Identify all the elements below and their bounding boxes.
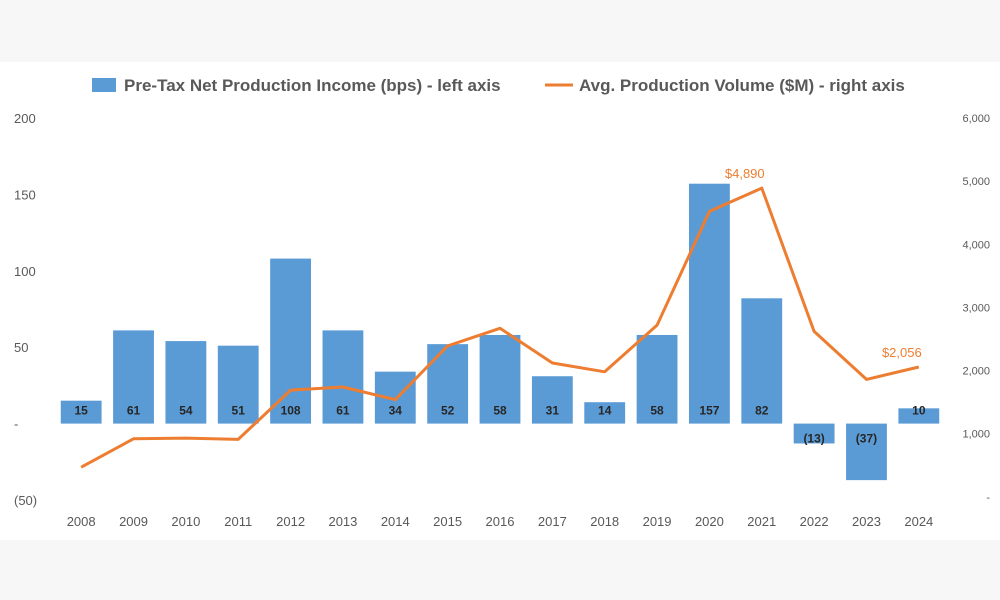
bar-2009 <box>113 330 154 424</box>
bar-value-label: 31 <box>546 404 560 418</box>
x-axis-tick-label: 2015 <box>433 514 462 529</box>
x-axis-tick-label: 2020 <box>695 514 724 529</box>
right-axis-tick-label: 2,000 <box>962 366 990 378</box>
left-axis-tick-label: 100 <box>14 264 36 279</box>
bar-value-label: 108 <box>281 404 301 418</box>
bar-2008 <box>60 400 102 424</box>
bar-2019 <box>636 334 678 424</box>
bar-value-label: 14 <box>598 404 612 418</box>
chart: Pre-Tax Net Production Income (bps) - le… <box>14 76 990 529</box>
x-axis-tick-label: 2017 <box>538 514 567 529</box>
bar-2021 <box>741 298 783 424</box>
left-axis-tick-label: - <box>14 417 18 432</box>
right-axis-tick-label: 4,000 <box>962 239 990 251</box>
bar-value-label: 58 <box>493 404 507 418</box>
bar-2015 <box>427 344 469 424</box>
bar-2010 <box>165 341 207 424</box>
right-axis-tick-label: - <box>986 492 990 504</box>
x-axis-tick-label: 2018 <box>590 514 619 529</box>
right-axis-tick-label: 1,000 <box>962 429 990 441</box>
bar-2024 <box>898 408 940 424</box>
bar-2017 <box>531 376 573 424</box>
x-axis-tick-label: 2019 <box>643 514 672 529</box>
bar-value-label: 10 <box>912 404 926 418</box>
bar-value-label: 51 <box>232 404 246 418</box>
bar-value-label: (13) <box>803 432 824 446</box>
bar-value-label: 15 <box>74 404 88 418</box>
left-axis-tick-label: (50) <box>14 493 37 508</box>
x-axis-tick-label: 2012 <box>276 514 305 529</box>
x-axis-tick-label: 2021 <box>747 514 776 529</box>
line-value-label: $2,056 <box>882 345 922 360</box>
bar-2020 <box>688 183 730 424</box>
bar-2011 <box>217 345 259 424</box>
line-value-label: $4,890 <box>725 166 765 181</box>
x-axis-tick-label: 2011 <box>224 514 252 529</box>
left-axis-tick-label: 150 <box>14 187 36 202</box>
bar-value-label: 52 <box>441 404 455 418</box>
bar-value-label: 61 <box>336 404 350 418</box>
left-axis-tick-label: 50 <box>14 340 28 355</box>
bar-value-label: (37) <box>856 432 877 446</box>
bar-value-label: 34 <box>389 404 403 418</box>
legend-label-bars: Pre-Tax Net Production Income (bps) - le… <box>124 76 501 95</box>
bar-value-label: 58 <box>650 404 664 418</box>
x-axis-tick-label: 2008 <box>67 514 96 529</box>
legend-swatch-bars <box>92 78 116 92</box>
left-axis-tick-label: 200 <box>14 111 36 126</box>
right-axis-tick-label: 6,000 <box>962 113 990 125</box>
bar-2013 <box>322 330 364 424</box>
bar-value-label: 61 <box>127 404 141 418</box>
right-axis-tick-label: 3,000 <box>962 302 990 314</box>
bar-2012 <box>270 258 312 424</box>
bar-value-label: 54 <box>179 404 193 418</box>
x-axis-tick-label: 2023 <box>852 514 881 529</box>
line-series-production-volume <box>80 186 920 469</box>
bar-2016 <box>479 334 521 424</box>
x-axis-tick-label: 2013 <box>328 514 357 529</box>
x-axis-tick-label: 2014 <box>381 514 410 529</box>
x-axis-tick-label: 2016 <box>486 514 515 529</box>
x-axis-tick-label: 2022 <box>800 514 829 529</box>
bar-2022 <box>793 423 835 444</box>
x-axis-tick-label: 2024 <box>904 514 933 529</box>
chart-panel: Pre-Tax Net Production Income (bps) - le… <box>0 62 1000 540</box>
bar-2023 <box>846 423 887 481</box>
legend-label-line: Avg. Production Volume ($M) - right axis <box>579 76 905 95</box>
bar-value-label: 82 <box>755 404 769 418</box>
x-axis-tick-label: 2009 <box>119 514 148 529</box>
bar-2018 <box>584 402 626 424</box>
bar-value-label: 157 <box>699 404 719 418</box>
right-axis-tick-label: 5,000 <box>962 176 990 188</box>
x-axis-tick-label: 2010 <box>171 514 200 529</box>
